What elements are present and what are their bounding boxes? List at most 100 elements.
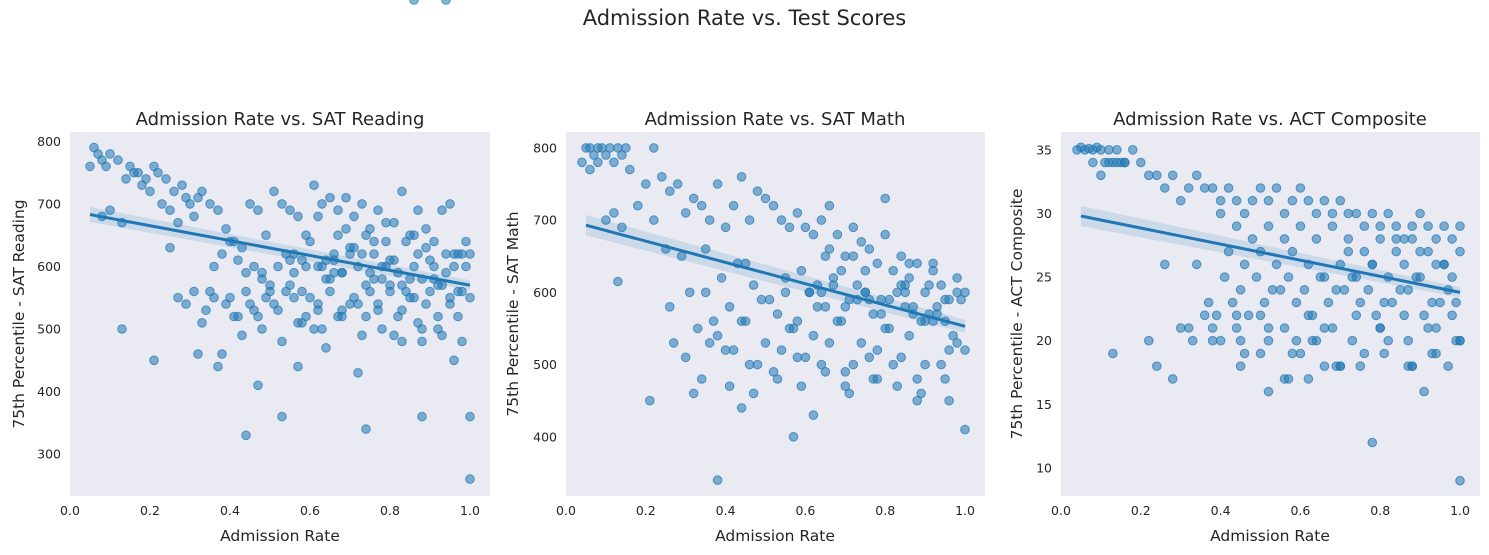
data-point (1144, 335, 1154, 346)
data-point (277, 336, 287, 347)
data-point (784, 323, 795, 334)
data-point (625, 164, 635, 175)
data-point (1431, 234, 1441, 244)
data-point (173, 292, 183, 303)
data-point (1199, 183, 1210, 193)
data-point (1096, 170, 1106, 181)
data-point (720, 345, 731, 355)
data-point (213, 361, 223, 372)
data-point (1411, 272, 1421, 282)
data-point (748, 388, 759, 399)
data-point (1283, 272, 1294, 282)
data-point (1447, 272, 1457, 282)
data-point (633, 200, 643, 211)
data-point (1235, 361, 1246, 372)
data-point (113, 155, 123, 165)
data-point (872, 258, 883, 269)
data-point (169, 186, 179, 197)
data-point (936, 359, 946, 370)
data-point (1359, 221, 1370, 231)
data-point (1399, 310, 1409, 321)
data-point (301, 311, 311, 322)
data-point (1379, 297, 1389, 308)
y-tick-label: 300 (37, 447, 61, 462)
data-point (888, 265, 899, 276)
data-point (209, 292, 219, 303)
y-tick-label: 400 (37, 384, 61, 399)
data-point (1343, 208, 1354, 219)
panel-sat-math: Admission Rate vs. SAT Math Admission Ra… (504, 109, 985, 545)
data-point (780, 287, 791, 298)
data-point (297, 286, 307, 297)
data-point (237, 330, 247, 341)
data-point (1263, 195, 1274, 206)
data-point (844, 388, 855, 399)
data-point (357, 249, 367, 259)
data-point (912, 374, 923, 384)
data-point (617, 150, 627, 160)
data-point (1167, 170, 1178, 181)
data-point (421, 224, 431, 234)
data-point (688, 193, 699, 204)
data-point (325, 192, 335, 203)
data-point (696, 374, 707, 384)
data-point (1307, 335, 1318, 346)
data-point (712, 179, 723, 189)
data-point (1251, 272, 1262, 282)
data-point (1363, 285, 1374, 295)
data-point (1215, 208, 1226, 219)
data-point (1231, 195, 1242, 206)
data-point (1407, 234, 1417, 244)
data-point (1247, 195, 1258, 206)
data-point (445, 292, 455, 303)
data-point (577, 157, 587, 168)
data-point (848, 359, 859, 370)
data-point (1175, 195, 1186, 206)
data-point (824, 244, 835, 254)
data-point (385, 286, 395, 297)
x-axis-label: Admission Rate (1210, 527, 1330, 545)
data-point (1423, 246, 1433, 257)
data-point (317, 324, 327, 334)
data-point (197, 318, 207, 328)
data-point (389, 217, 399, 228)
data-point (1415, 246, 1425, 257)
data-point (257, 267, 267, 278)
data-point (1295, 348, 1306, 359)
data-point (605, 143, 615, 153)
data-point (1108, 348, 1118, 359)
data-point (433, 311, 443, 322)
data-point (437, 330, 447, 341)
y-tick-label: 700 (37, 196, 61, 211)
confidence-band (585, 215, 966, 333)
x-tick-label: 0.8 (875, 503, 895, 518)
data-point (429, 236, 439, 247)
data-point (461, 236, 471, 247)
data-point (1303, 195, 1314, 206)
data-point (1391, 246, 1401, 257)
data-point (1303, 374, 1314, 384)
data-point (1271, 183, 1282, 193)
data-point (1239, 208, 1250, 219)
x-tick-label: 0.4 (220, 503, 240, 518)
data-point (449, 261, 459, 272)
data-point (864, 352, 875, 363)
data-point (177, 180, 187, 190)
data-point (317, 199, 327, 209)
data-point (1387, 297, 1397, 308)
data-point (1455, 246, 1465, 257)
data-point (896, 280, 907, 290)
data-point (665, 186, 675, 196)
data-point (1203, 297, 1214, 308)
data-point (665, 302, 675, 312)
data-point (1439, 259, 1449, 270)
data-point (1227, 297, 1238, 308)
data-point (193, 349, 203, 359)
data-point (1371, 310, 1381, 321)
data-point (960, 345, 970, 355)
data-point (796, 265, 807, 276)
data-point (1419, 386, 1429, 397)
data-point (720, 222, 731, 233)
data-point (1447, 310, 1457, 321)
data-point (441, 0, 451, 5)
